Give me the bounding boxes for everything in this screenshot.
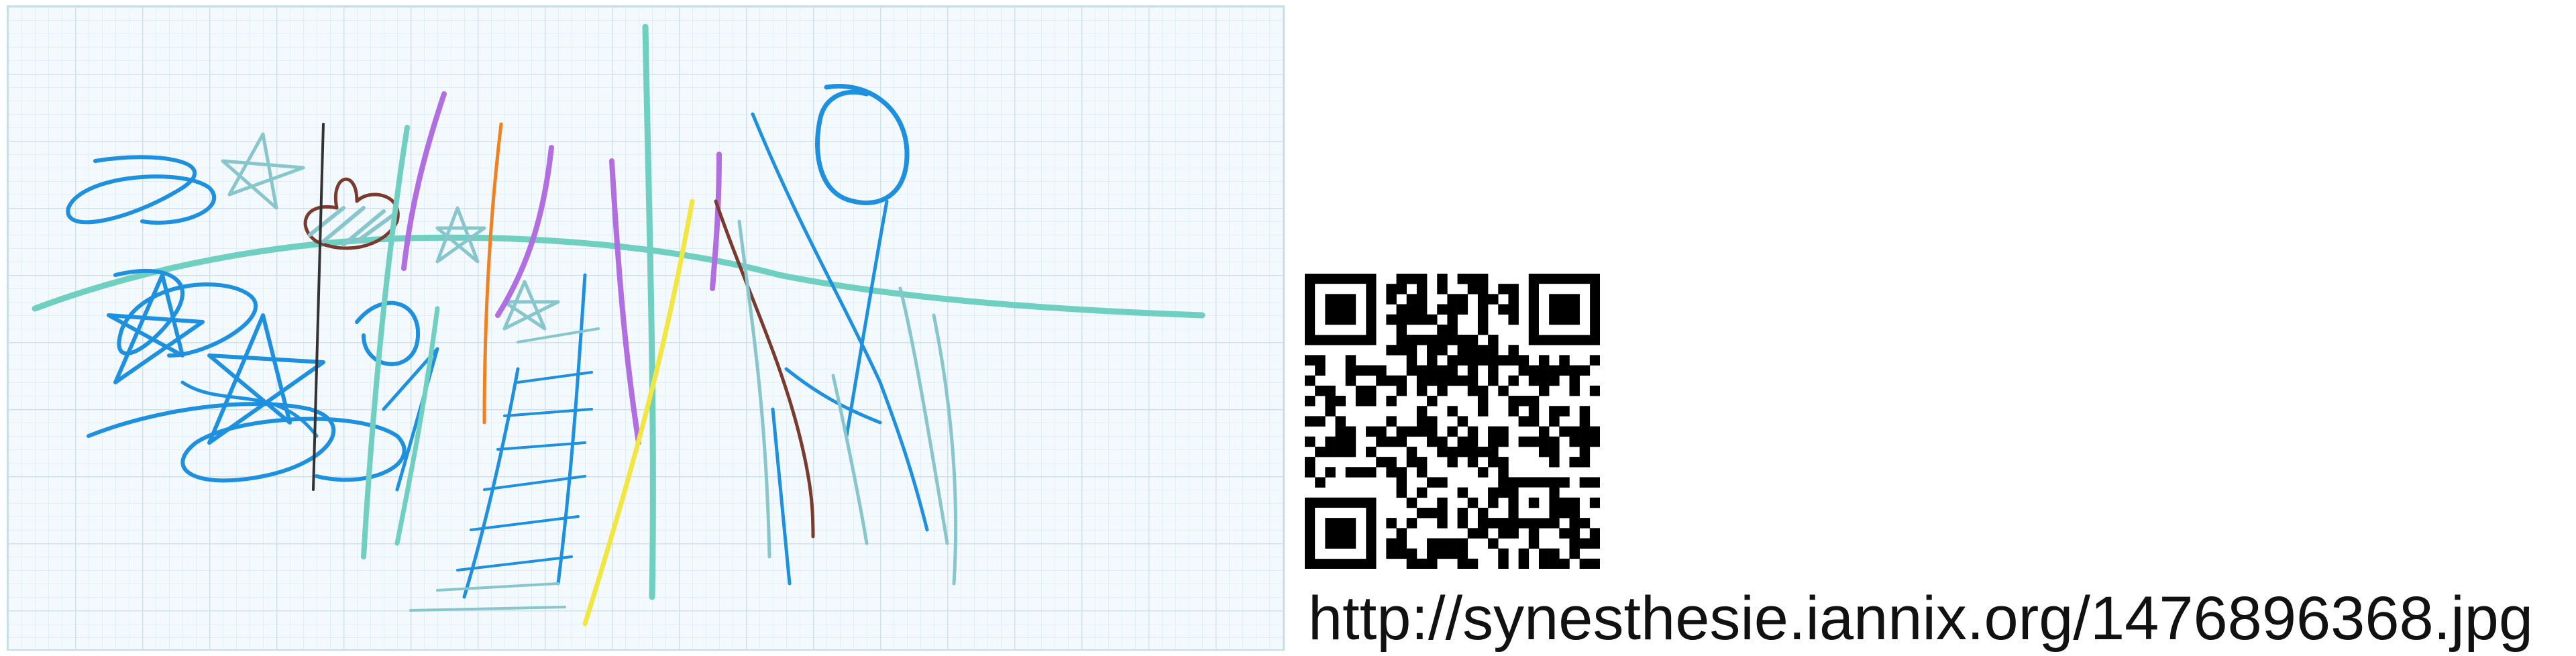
teal-vertical-3 xyxy=(394,306,440,546)
scribble-oval xyxy=(355,300,421,366)
yellow-line xyxy=(582,199,695,626)
purple-line-2 xyxy=(495,145,554,318)
qr-code-icon xyxy=(1305,274,1601,569)
purple-line-3 xyxy=(609,158,641,445)
drawing-canvas xyxy=(7,5,1285,651)
qr-code-graphic xyxy=(1305,274,1601,569)
url-label: http://synesthesie.iannix.org/1476896368… xyxy=(1308,584,2533,653)
blue-right-2 xyxy=(845,199,889,438)
teal-right-3 xyxy=(831,374,869,545)
purple-line-1 xyxy=(401,91,447,271)
scribble-loop-2 xyxy=(113,268,258,358)
purple-line-4 xyxy=(710,152,722,291)
blue-right-3 xyxy=(737,219,771,559)
orange-line xyxy=(482,122,503,425)
teal-right-2 xyxy=(932,313,958,586)
teal-right-1 xyxy=(898,286,949,545)
scribble-star-1 xyxy=(207,313,325,445)
blue-right-5 xyxy=(771,407,792,586)
scribble-star-2 xyxy=(107,273,205,384)
ladder-rungs xyxy=(456,371,593,571)
blue-right-1 xyxy=(751,112,929,532)
teal-vertical-1 xyxy=(361,125,410,559)
ladder-rail-2 xyxy=(556,273,587,586)
teal-star-1 xyxy=(221,132,305,210)
scribble-line-a xyxy=(180,380,319,438)
scribble-loop-1 xyxy=(66,155,217,225)
horizon-stroke xyxy=(32,234,1205,319)
dark-vertical xyxy=(312,123,325,491)
brown-line xyxy=(714,199,815,539)
blue-right-4 xyxy=(784,367,882,425)
heart-hatch xyxy=(308,206,396,247)
ladder-rungs-teal xyxy=(409,327,600,612)
scribble-drawing xyxy=(32,23,1205,626)
teal-star-2 xyxy=(435,206,486,264)
teal-star-3 xyxy=(502,280,560,331)
heart-outline xyxy=(303,177,400,250)
teal-vertical-2 xyxy=(642,23,656,600)
scribble-line-b xyxy=(382,347,439,492)
blue-circle xyxy=(815,84,910,205)
